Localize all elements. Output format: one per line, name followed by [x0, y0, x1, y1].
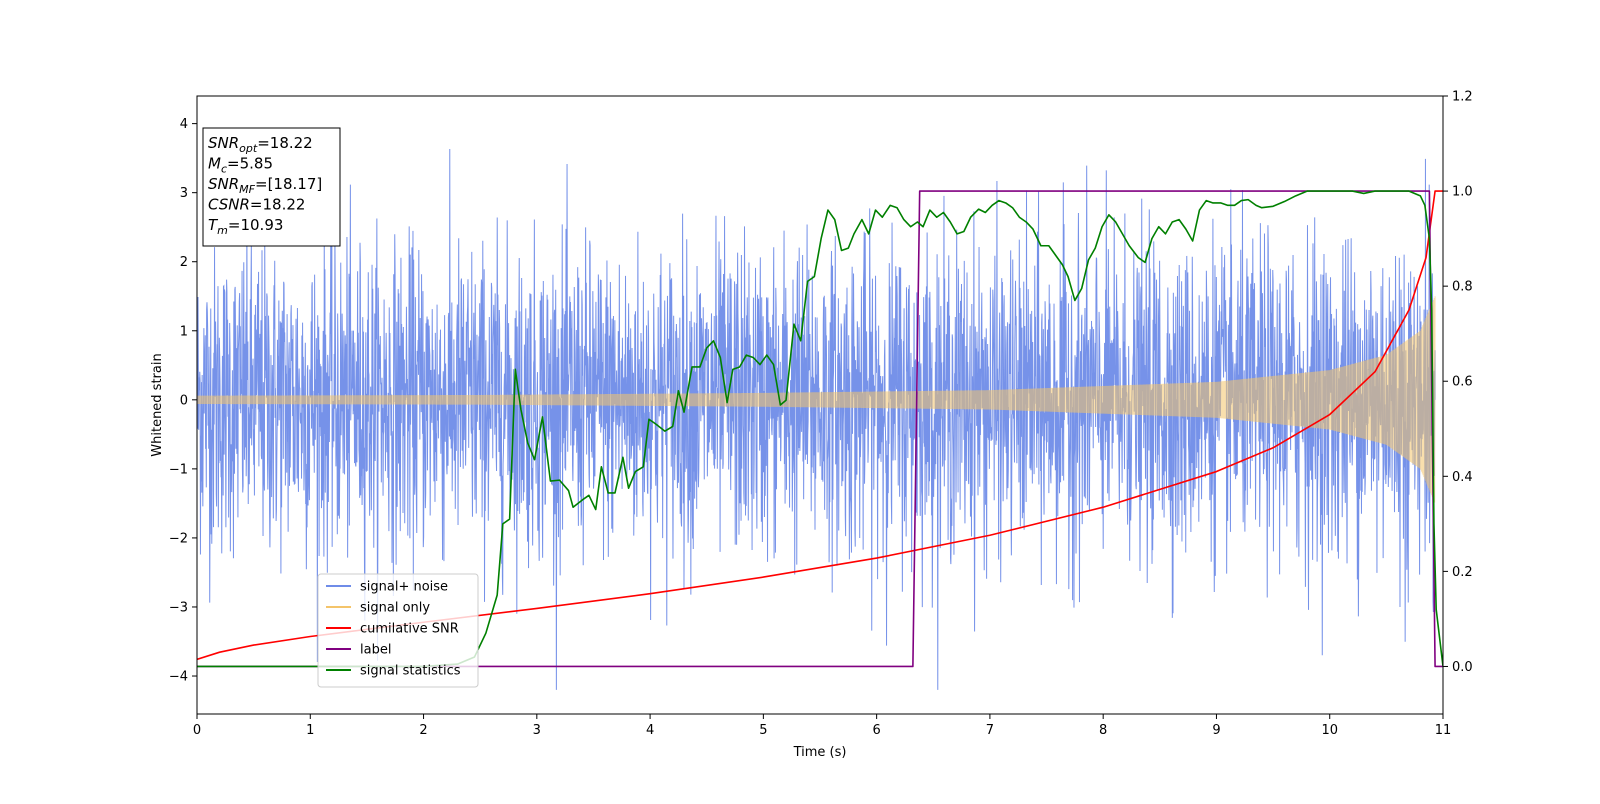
legend-frame: [317, 573, 479, 688]
info-box-subscript: MF: [239, 183, 255, 196]
info-box-value: =18.22: [257, 134, 313, 152]
legend-label: cumilative SNR: [360, 622, 459, 637]
y-right-tick-label: 0.4: [1452, 470, 1473, 485]
series-signal-statistics: [197, 190, 1443, 668]
plot-area: [197, 148, 1443, 690]
y-axis-label: Whitened strain: [150, 353, 165, 456]
legend-label: signal only: [360, 601, 430, 616]
info-box-symbol: SNR: [208, 134, 239, 152]
info-box-value: =18.22: [250, 196, 306, 214]
info-box-subscript: c: [221, 163, 227, 176]
info-box-line: SNRopt=18.22: [208, 134, 313, 155]
info-box-line: Tm=10.93: [208, 216, 283, 237]
legend-label: signal+ noise: [360, 580, 448, 595]
info-box-line: Mc=5.85: [208, 155, 273, 176]
info-box-symbol: T: [208, 216, 219, 234]
y-left-tick-label: 2: [180, 255, 188, 270]
info-box-symbol: M: [208, 155, 221, 173]
info-box-line: CSNR=18.22: [208, 196, 305, 214]
info-box-symbol: SNR: [208, 175, 239, 193]
y-left-tick-label: 0: [180, 393, 188, 408]
info-box-symbol: CSNR: [208, 196, 250, 214]
y-right-tick-label: 1.0: [1452, 185, 1473, 200]
x-tick-label: 7: [986, 723, 994, 738]
series-cumilative-snr: [197, 190, 1443, 661]
x-tick-label: 4: [646, 723, 654, 738]
y-left-tick-label: 4: [180, 117, 188, 132]
info-box-frame: [202, 127, 341, 247]
y-left-tick-label: −4: [169, 670, 188, 685]
x-tick-label: 10: [1321, 723, 1338, 738]
x-tick-label: 8: [1099, 723, 1107, 738]
y-left-tick-label: −1: [169, 462, 188, 477]
y-right-tick-label: 0.2: [1452, 565, 1473, 580]
y-left-tick-label: 3: [180, 186, 188, 201]
y-left-tick-label: −3: [169, 600, 188, 615]
info-box-value: =10.93: [228, 216, 284, 234]
y-axis-right: 0.0 0.2 0.4 0.6 0.8 1.0 1.2: [1443, 90, 1473, 675]
info-box-subscript: m: [217, 224, 228, 237]
x-tick-label: 0: [193, 723, 201, 738]
x-tick-label: 3: [533, 723, 541, 738]
y-right-tick-label: 0.6: [1452, 375, 1473, 390]
legend-label: label: [360, 643, 391, 658]
info-box: SNRopt=18.22Mc=5.85SNRMF=[18.17]CSNR=18.…: [202, 127, 341, 247]
x-tick-label: 1: [306, 723, 314, 738]
legend-label: signal statistics: [360, 664, 461, 679]
y-right-tick-label: 0.0: [1452, 660, 1473, 675]
x-tick-label: 9: [1212, 723, 1220, 738]
legend: signal+ noise signal only cumilative SNR la…: [317, 573, 479, 688]
plot-frame: [196, 95, 1444, 715]
info-box-value: =[18.17]: [255, 175, 322, 193]
x-tick-label: 2: [419, 723, 427, 738]
info-box-value: =5.85: [227, 155, 273, 173]
y-right-tick-label: 1.2: [1452, 90, 1473, 105]
series-signal-only: [197, 296, 1436, 503]
x-tick-label: 11: [1435, 723, 1452, 738]
y-left-tick-label: 1: [180, 324, 188, 339]
y-axis-left: −4 −3 −2 −1 0 1 2 3 4: [169, 117, 197, 685]
y-right-tick-label: 0.8: [1452, 280, 1473, 295]
info-box-subscript: opt: [239, 142, 258, 155]
series-label: [197, 190, 1443, 668]
x-tick-label: 5: [759, 723, 767, 738]
y-left-tick-label: −2: [169, 531, 188, 546]
x-axis: 0 1 2 3 4 5 6 7 8 9 10 11: [193, 714, 1451, 738]
x-axis-label: Time (s): [793, 745, 847, 760]
info-box-line: SNRMF=[18.17]: [208, 175, 322, 196]
x-tick-label: 6: [872, 723, 880, 738]
